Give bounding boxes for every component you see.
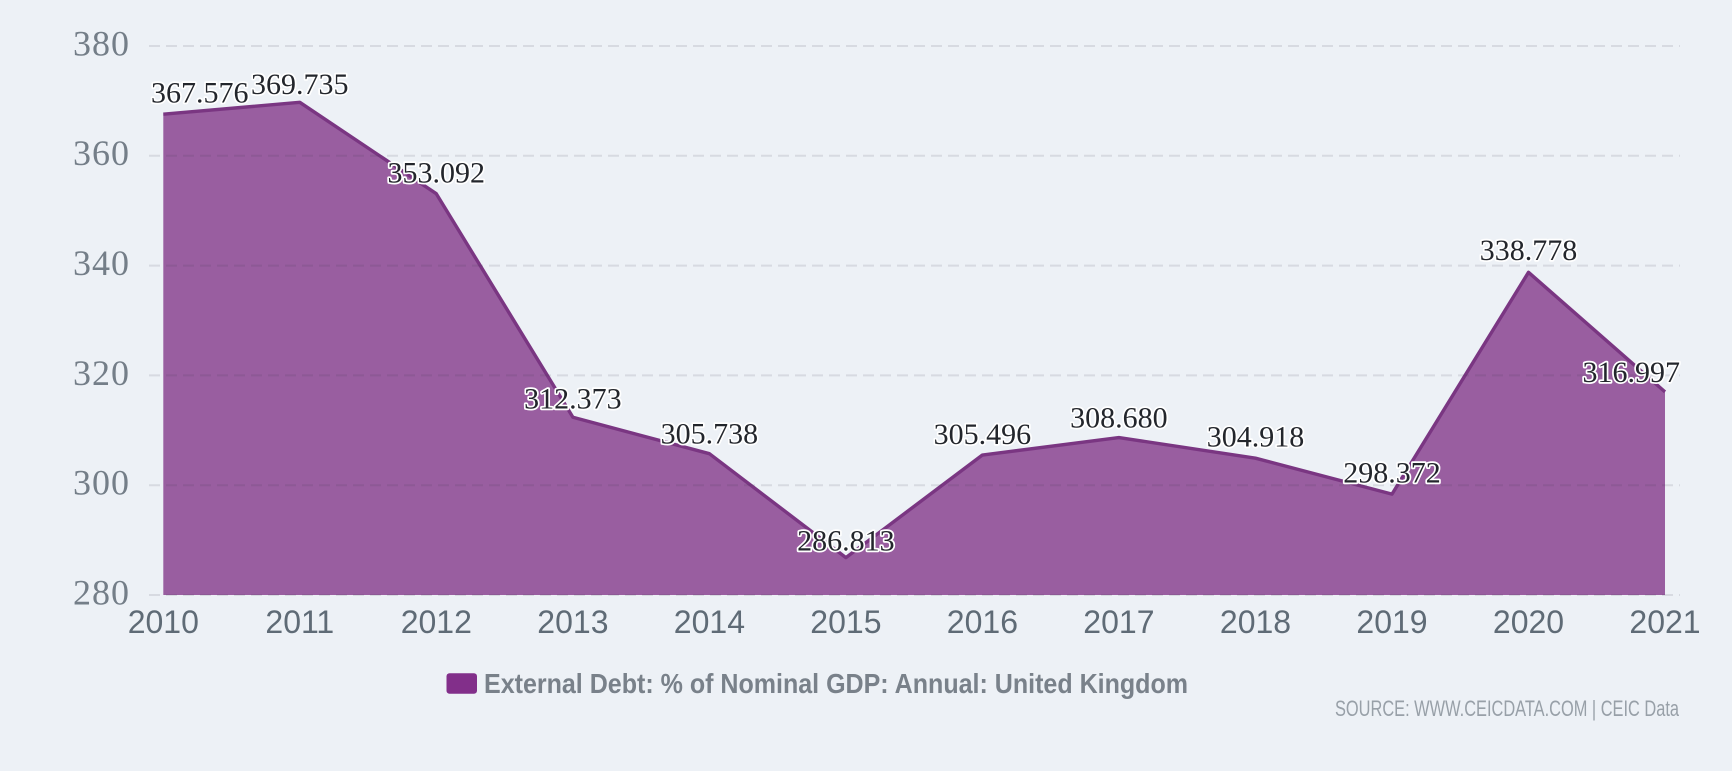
svg-text:367.576: 367.576 <box>151 76 249 109</box>
svg-text:2021: 2021 <box>1629 604 1700 640</box>
svg-text:2012: 2012 <box>401 604 472 640</box>
svg-text:External Debt: % of Nominal GD: External Debt: % of Nominal GDP: Annual:… <box>484 668 1188 699</box>
svg-text:300: 300 <box>73 463 130 503</box>
svg-text:305.496: 305.496 <box>934 418 1032 451</box>
svg-text:320: 320 <box>73 353 130 393</box>
svg-text:SOURCE: WWW.CEICDATA.COM | CEI: SOURCE: WWW.CEICDATA.COM | CEIC Data <box>1335 696 1680 721</box>
svg-text:360: 360 <box>73 133 130 173</box>
svg-text:380: 380 <box>73 23 130 63</box>
svg-text:2014: 2014 <box>674 604 745 640</box>
svg-text:2019: 2019 <box>1356 604 1427 640</box>
svg-text:338.778: 338.778 <box>1480 234 1578 267</box>
svg-text:2016: 2016 <box>947 604 1018 640</box>
svg-text:2020: 2020 <box>1493 604 1564 640</box>
svg-text:2015: 2015 <box>810 604 881 640</box>
svg-text:369.735: 369.735 <box>251 68 349 101</box>
svg-text:2018: 2018 <box>1220 604 1291 640</box>
svg-text:280: 280 <box>73 572 130 612</box>
svg-text:298.372: 298.372 <box>1343 457 1441 490</box>
svg-text:340: 340 <box>73 243 130 283</box>
svg-text:2011: 2011 <box>265 604 334 640</box>
svg-text:308.680: 308.680 <box>1070 402 1168 435</box>
svg-text:353.092: 353.092 <box>388 157 486 190</box>
svg-text:312.373: 312.373 <box>524 383 622 416</box>
svg-text:2010: 2010 <box>128 604 199 640</box>
svg-text:286.813: 286.813 <box>797 525 895 558</box>
svg-text:305.738: 305.738 <box>661 418 759 451</box>
svg-text:304.918: 304.918 <box>1207 421 1305 454</box>
svg-text:2013: 2013 <box>537 604 608 640</box>
svg-text:2017: 2017 <box>1083 604 1154 640</box>
svg-text:316.997: 316.997 <box>1583 356 1681 389</box>
